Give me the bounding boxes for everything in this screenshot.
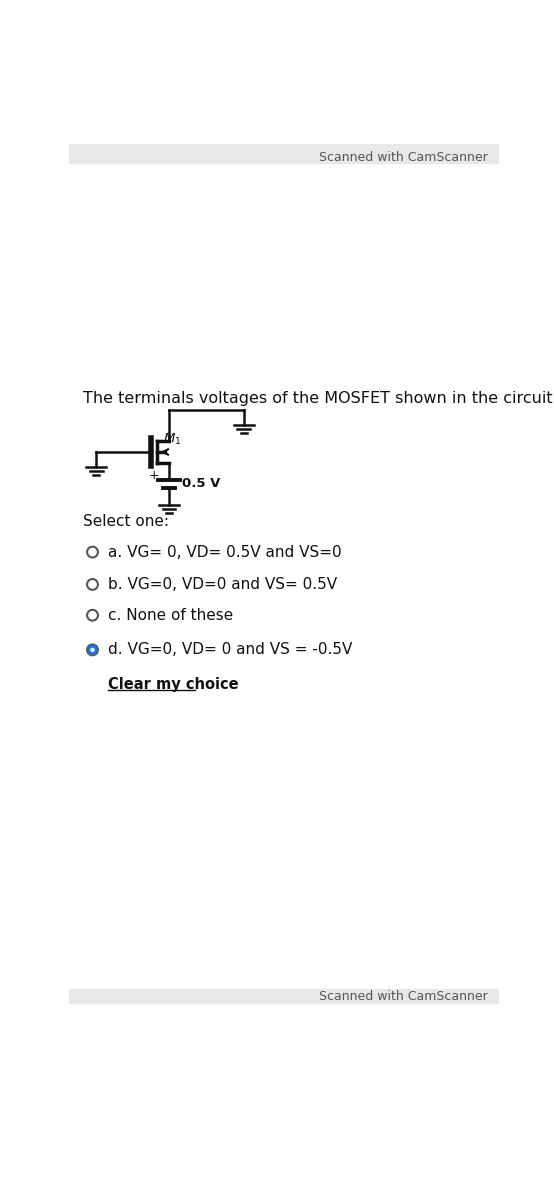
Circle shape [88,644,98,655]
Circle shape [87,547,98,558]
Text: d. VG=0, VD= 0 and VS = -0.5V: d. VG=0, VD= 0 and VS = -0.5V [108,642,352,658]
Text: Scanned with CamScanner: Scanned with CamScanner [319,990,488,1003]
Circle shape [90,648,95,652]
Text: +: + [148,469,159,482]
Circle shape [87,644,98,655]
Bar [69,144,499,163]
Bar [69,989,499,1002]
Text: a. VG= 0, VD= 0.5V and VS=0: a. VG= 0, VD= 0.5V and VS=0 [108,545,342,559]
Text: Select one:: Select one: [83,514,169,529]
Text: The terminals voltages of the MOSFET shown in the circuit below are:: The terminals voltages of the MOSFET sho… [83,391,554,406]
Circle shape [87,610,98,620]
Text: Scanned with CamScanner: Scanned with CamScanner [319,150,488,163]
Text: 0.5 V: 0.5 V [182,478,221,490]
Text: b. VG=0, VD=0 and VS= 0.5V: b. VG=0, VD=0 and VS= 0.5V [108,577,337,592]
Text: c. None of these: c. None of these [108,607,233,623]
Text: Clear my choice: Clear my choice [108,677,239,692]
Circle shape [87,580,98,590]
Text: $M_1$: $M_1$ [163,432,182,448]
